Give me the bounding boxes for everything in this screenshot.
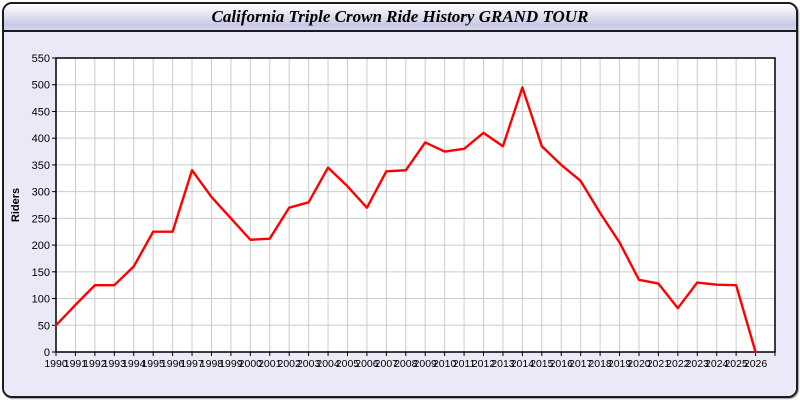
svg-text:1993: 1993 xyxy=(103,358,127,370)
chart-panel: 0 50 100 150 200 250 300 350 400 450 500 550 1990 199… xyxy=(4,32,796,396)
x-axis-labels: 1990199119921993199419951996199719981999… xyxy=(44,358,767,370)
svg-text:2013: 2013 xyxy=(491,358,515,370)
svg-text:2018: 2018 xyxy=(588,358,612,370)
svg-text:2017: 2017 xyxy=(569,358,593,370)
svg-text:2004: 2004 xyxy=(316,358,340,370)
svg-text:1994: 1994 xyxy=(122,358,146,370)
svg-text:2008: 2008 xyxy=(394,358,418,370)
svg-text:1996: 1996 xyxy=(161,358,185,370)
svg-text:2002: 2002 xyxy=(278,358,302,370)
ride-history-line-chart: 0501001502002503003504004505005501990199… xyxy=(10,53,776,370)
svg-text:550: 550 xyxy=(32,53,50,65)
svg-text:0: 0 xyxy=(44,347,50,359)
svg-text:2003: 2003 xyxy=(297,358,321,370)
svg-text:1990: 1990 xyxy=(44,358,68,370)
svg-text:2011: 2011 xyxy=(453,358,476,370)
y-axis-title: Riders xyxy=(10,188,22,222)
plot-border xyxy=(55,57,776,353)
plot-area xyxy=(56,58,775,352)
svg-text:2026: 2026 xyxy=(744,358,768,370)
svg-text:200: 200 xyxy=(32,240,50,252)
svg-text:2000: 2000 xyxy=(239,358,263,370)
svg-text:2021: 2021 xyxy=(647,358,671,370)
svg-text:300: 300 xyxy=(32,187,50,199)
gridlines xyxy=(56,58,775,352)
svg-text:2023: 2023 xyxy=(686,358,710,370)
axis-ticks xyxy=(52,57,776,356)
svg-text:1991: 1991 xyxy=(64,358,88,370)
riders-data-line xyxy=(54,86,757,354)
svg-text:250: 250 xyxy=(32,213,50,225)
svg-text:2016: 2016 xyxy=(550,358,574,370)
svg-text:2001: 2001 xyxy=(258,358,282,370)
svg-text:2006: 2006 xyxy=(355,358,379,370)
svg-text:2019: 2019 xyxy=(608,358,632,370)
svg-text:2015: 2015 xyxy=(530,358,554,370)
svg-text:1995: 1995 xyxy=(141,358,165,370)
svg-text:2005: 2005 xyxy=(336,358,360,370)
svg-text:1999: 1999 xyxy=(219,358,243,370)
svg-text:400: 400 xyxy=(32,133,50,145)
svg-text:450: 450 xyxy=(32,106,50,118)
svg-text:2020: 2020 xyxy=(627,358,651,370)
svg-text:350: 350 xyxy=(32,160,50,172)
svg-text:2012: 2012 xyxy=(472,358,496,370)
svg-text:50: 50 xyxy=(38,320,50,332)
svg-text:500: 500 xyxy=(32,80,50,92)
svg-text:1992: 1992 xyxy=(83,358,107,370)
svg-text:2025: 2025 xyxy=(724,358,748,370)
title-bar: California Triple Crown Ride History GRA… xyxy=(4,4,796,32)
svg-text:1998: 1998 xyxy=(200,358,224,370)
svg-text:100: 100 xyxy=(32,294,50,306)
svg-text:2022: 2022 xyxy=(666,358,690,370)
svg-text:2014: 2014 xyxy=(511,358,535,370)
chart-title: California Triple Crown Ride History GRA… xyxy=(211,7,589,26)
svg-text:2009: 2009 xyxy=(414,358,438,370)
svg-text:1997: 1997 xyxy=(180,358,204,370)
y-axis-labels: 0 50 100 150 200 250 300 350 400 450 500 550 xyxy=(32,53,50,359)
svg-text:2010: 2010 xyxy=(433,358,457,370)
svg-text:2024: 2024 xyxy=(705,358,729,370)
svg-text:2007: 2007 xyxy=(375,358,399,370)
svg-text:150: 150 xyxy=(32,267,50,279)
